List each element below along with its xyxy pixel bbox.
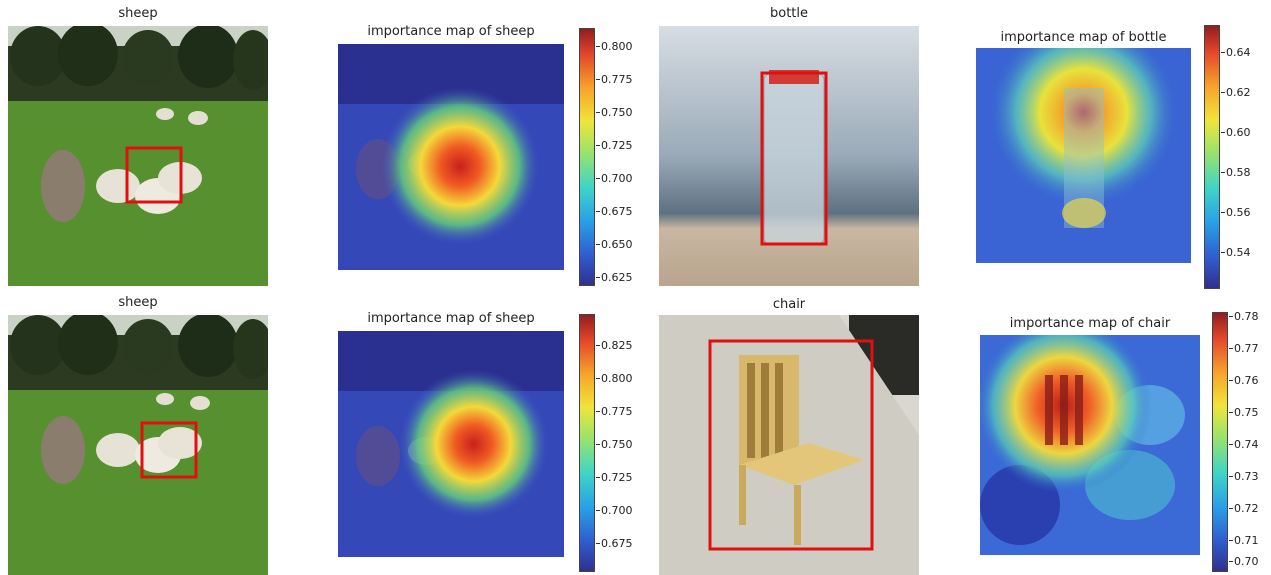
- cbar-tick: 0.74: [1229, 438, 1259, 451]
- cbar-tick: 0.64: [1221, 46, 1251, 59]
- cbar-tick: 0.60: [1221, 126, 1251, 139]
- bounding-box-sheep-1: [125, 146, 183, 204]
- bounding-box-chair: [708, 339, 874, 551]
- importance-map-sheep-1: [338, 44, 564, 270]
- panel-title-importance-sheep-1: importance map of sheep: [367, 24, 535, 39]
- cbar-tick: 0.700: [596, 172, 633, 185]
- cbar-tick: 0.77: [1229, 342, 1259, 355]
- cbar-tick: 0.725: [596, 139, 633, 152]
- bottle-photo: [659, 26, 919, 286]
- panel-title-chair: chair: [772, 297, 806, 312]
- bounding-box-bottle: [760, 71, 828, 246]
- panel-title-importance-bottle: importance map of bottle: [1000, 30, 1167, 45]
- sheep-photo-1: [8, 26, 268, 286]
- cbar-tick: 0.800: [596, 372, 633, 385]
- panel-title-bottle: bottle: [769, 6, 808, 21]
- colorbar-bottle: [1204, 25, 1220, 289]
- cbar-tick: 0.800: [596, 40, 633, 53]
- cbar-tick: 0.58: [1221, 166, 1251, 179]
- panel-title-sheep-1: sheep: [118, 6, 158, 21]
- colorbar-sheep-2: [579, 314, 595, 572]
- cbar-tick: 0.73: [1229, 470, 1259, 483]
- importance-map-bottle: [976, 48, 1191, 263]
- cbar-tick: 0.78: [1229, 310, 1259, 323]
- cbar-tick: 0.750: [596, 106, 633, 119]
- colorbar-chair: [1212, 312, 1228, 572]
- cbar-tick: 0.650: [596, 238, 633, 251]
- colorbar-sheep-1: [579, 28, 595, 286]
- chair-photo: [659, 315, 919, 575]
- bounding-box-sheep-2: [140, 421, 198, 479]
- cbar-tick: 0.675: [596, 205, 633, 218]
- cbar-tick: 0.725: [596, 471, 633, 484]
- cbar-tick: 0.775: [596, 73, 633, 86]
- cbar-tick: 0.76: [1229, 374, 1259, 387]
- cbar-tick: 0.54: [1221, 246, 1251, 259]
- panel-title-sheep-2: sheep: [118, 295, 158, 310]
- cbar-tick: 0.775: [596, 405, 633, 418]
- cbar-tick: 0.750: [596, 438, 633, 451]
- cbar-tick: 0.700: [596, 504, 633, 517]
- cbar-tick: 0.625: [596, 271, 633, 284]
- cbar-tick: 0.70: [1229, 555, 1259, 568]
- cbar-tick: 0.72: [1229, 502, 1259, 515]
- cbar-tick: 0.56: [1221, 206, 1251, 219]
- panel-title-importance-chair: importance map of chair: [1009, 316, 1171, 331]
- cbar-tick: 0.71: [1229, 534, 1259, 547]
- importance-map-sheep-2: [338, 331, 564, 557]
- importance-map-chair: [980, 335, 1200, 555]
- sheep-photo-2: [8, 315, 268, 575]
- panel-title-importance-sheep-2: importance map of sheep: [367, 311, 535, 326]
- cbar-tick: 0.62: [1221, 86, 1251, 99]
- cbar-tick: 0.75: [1229, 406, 1259, 419]
- cbar-tick: 0.825: [596, 339, 633, 352]
- cbar-tick: 0.675: [596, 537, 633, 550]
